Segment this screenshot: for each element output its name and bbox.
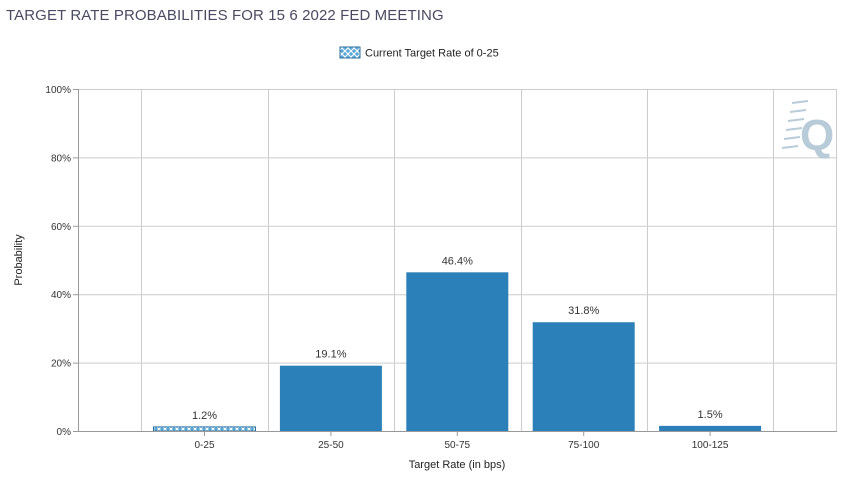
x-tick-label-75-100: 75-100 (568, 440, 600, 451)
legend[interactable]: Current Target Rate of 0-25 (339, 46, 499, 60)
chart-title: TARGET RATE PROBABILITIES FOR 15 6 2022 … (6, 7, 444, 24)
logo-speed-line (785, 127, 803, 131)
data-label-25-50: 19.1% (315, 349, 346, 361)
legend-swatch (339, 46, 361, 59)
bar-0-25[interactable] (153, 426, 256, 432)
y-tick-label: 40% (51, 290, 71, 301)
y-tick-label: 80% (51, 153, 71, 164)
bar-25-50[interactable] (279, 365, 382, 431)
logo-speed-line (787, 118, 805, 122)
y-axis-title: Probability (13, 234, 25, 286)
bar-75-100[interactable] (532, 322, 635, 431)
cme-fedwatch-logo-icon: Q (781, 100, 834, 160)
x-tick-label-0-25: 0-25 (194, 440, 214, 451)
logo-speed-line (791, 100, 809, 104)
logo-speed-line (789, 109, 807, 113)
legend-label: Current Target Rate of 0-25 (365, 48, 499, 60)
data-label-75-100: 31.8% (568, 305, 599, 317)
x-tick-label-50-75: 50-75 (445, 440, 471, 451)
logo-speed-line (783, 136, 801, 140)
data-label-0-25: 1.2% (192, 410, 217, 422)
x-tick-label-100-125: 100-125 (692, 440, 729, 451)
axes: 0% 20% 40% 60% 80% 100% 0-25 25-50 50-75 75-100 10… (45, 85, 837, 451)
data-label-100-125: 1.5% (698, 409, 723, 421)
bar-100-125[interactable] (659, 425, 762, 431)
y-tick-label: 0% (57, 427, 72, 438)
bars: 1.2% 19.1% 46.4% 31.8% 1.5% (153, 255, 762, 432)
bar-50-75[interactable] (406, 272, 509, 431)
logo-speed-line (781, 145, 799, 149)
logo-letter: Q (800, 111, 834, 160)
y-tick-label: 20% (51, 359, 71, 370)
y-tick-label: 100% (45, 85, 71, 96)
x-axis-title: Target Rate (in bps) (409, 459, 506, 471)
data-label-50-75: 46.4% (442, 255, 473, 267)
x-tick-label-25-50: 25-50 (318, 440, 344, 451)
y-tick-label: 60% (51, 222, 71, 233)
